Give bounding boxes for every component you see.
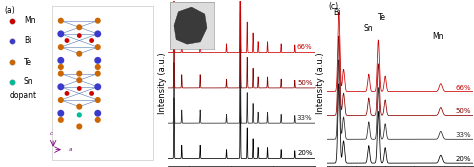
Point [57, 119, 64, 121]
Point [75, 26, 83, 29]
Text: Sn: Sn [24, 77, 34, 86]
Point [94, 72, 101, 75]
Text: Mn: Mn [24, 16, 36, 25]
Text: Sn: Sn [364, 24, 374, 33]
Text: 20%: 20% [297, 150, 312, 156]
Point [75, 105, 83, 108]
Text: 20%: 20% [455, 156, 471, 162]
Point [94, 59, 101, 62]
Text: (a): (a) [4, 6, 15, 15]
Point [63, 92, 71, 95]
Point [57, 33, 64, 35]
Text: Te: Te [24, 57, 32, 66]
Point [8, 61, 15, 63]
Point [75, 52, 83, 55]
Text: 33%: 33% [455, 132, 471, 138]
Point [75, 34, 83, 37]
Text: 33%: 33% [297, 115, 312, 121]
Point [94, 99, 101, 101]
Point [94, 66, 101, 68]
Point [57, 46, 64, 48]
Point [57, 86, 64, 88]
FancyBboxPatch shape [52, 6, 153, 159]
Point [94, 19, 101, 22]
Y-axis label: Intensity (a.u.): Intensity (a.u.) [316, 53, 325, 114]
Text: Te: Te [378, 13, 386, 22]
Point [75, 72, 83, 75]
Point [94, 86, 101, 88]
Point [94, 112, 101, 115]
Text: Bi: Bi [334, 8, 341, 17]
Text: (b): (b) [170, 3, 181, 12]
Point [8, 39, 15, 42]
Point [63, 39, 71, 42]
Point [57, 59, 64, 62]
Text: 66%: 66% [455, 85, 471, 91]
Point [94, 33, 101, 35]
Text: Mn: Mn [432, 32, 444, 41]
Point [57, 112, 64, 115]
Point [94, 46, 101, 48]
Y-axis label: Intensity (a.u.): Intensity (a.u.) [158, 53, 167, 114]
Text: dopant: dopant [10, 91, 37, 100]
Text: c: c [50, 131, 53, 136]
Point [57, 72, 64, 75]
Point [57, 66, 64, 68]
Point [75, 114, 83, 116]
Point [57, 19, 64, 22]
Text: 50%: 50% [297, 80, 312, 86]
Point [94, 119, 101, 121]
Point [75, 125, 83, 128]
Text: 66%: 66% [297, 44, 312, 50]
Text: Bi: Bi [24, 36, 31, 45]
Point [75, 79, 83, 81]
Point [57, 99, 64, 101]
Point [8, 19, 15, 22]
Text: 50%: 50% [455, 109, 471, 115]
Point [88, 92, 95, 95]
Point [88, 39, 95, 42]
Text: a: a [69, 147, 72, 152]
Point [8, 80, 15, 83]
Point [75, 87, 83, 90]
Text: (c): (c) [328, 3, 338, 12]
